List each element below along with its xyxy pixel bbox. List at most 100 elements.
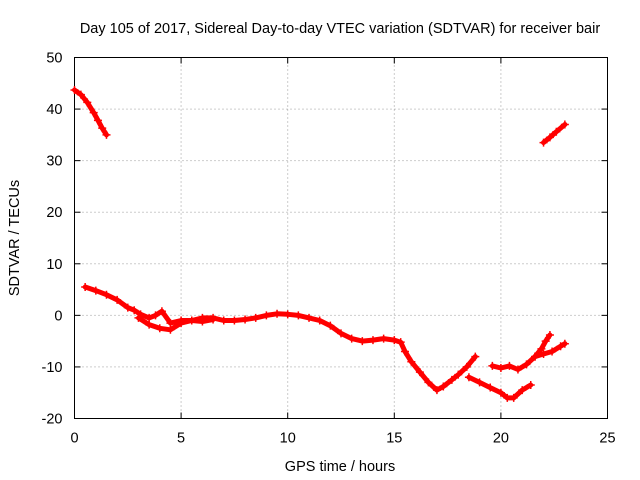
series-late-middle-segment bbox=[488, 339, 569, 374]
data-point-early-high-segment-6 bbox=[102, 130, 111, 139]
data-point-main-segment-37 bbox=[432, 386, 441, 395]
data-point-early-high-segment-0 bbox=[70, 85, 79, 94]
data-point-main-segment-36 bbox=[424, 378, 433, 387]
data-point-main-segment-9 bbox=[157, 307, 166, 316]
data-point-early-high-segment-1 bbox=[76, 90, 85, 99]
data-point-main-segment-29 bbox=[368, 336, 377, 345]
x-tick-label-2: 10 bbox=[280, 431, 296, 447]
data-point-secondary-segment-5 bbox=[187, 316, 196, 325]
x-tick-label-5: 25 bbox=[599, 431, 615, 447]
series-line-late-rising-segment bbox=[532, 332, 553, 360]
data-point-main-segment-10 bbox=[166, 319, 175, 328]
data-point-main-segment-15 bbox=[219, 316, 228, 325]
data-point-main-segment-8 bbox=[151, 311, 160, 320]
data-point-main-segment-41 bbox=[462, 362, 471, 371]
x-axis: 0 5 10 15 20 25 bbox=[70, 57, 616, 447]
data-point-late-lower-segment-1 bbox=[475, 378, 484, 387]
data-point-main-segment-31 bbox=[390, 336, 399, 345]
data-point-main-segment-4 bbox=[123, 303, 132, 312]
data-point-main-segment-30 bbox=[379, 334, 388, 343]
data-point-main-segment-39 bbox=[447, 375, 456, 384]
data-point-secondary-segment-7 bbox=[209, 315, 218, 324]
series-line-main-segment bbox=[82, 284, 478, 393]
data-point-late-middle-segment-3 bbox=[513, 365, 522, 374]
data-point-main-segment-40 bbox=[454, 370, 463, 379]
chart-title: Day 105 of 2017, Sidereal Day-to-day VTE… bbox=[80, 21, 601, 37]
series-line-late-middle-segment bbox=[489, 341, 568, 372]
data-point-late-lower-segment-7 bbox=[526, 380, 535, 389]
data-point-secondary-segment-2 bbox=[155, 324, 164, 333]
data-point-late-middle-segment-8 bbox=[556, 342, 565, 351]
data-point-late-rising-segment-0 bbox=[531, 352, 540, 361]
series-line-late-lower-segment bbox=[466, 374, 534, 401]
data-point-main-segment-3 bbox=[113, 295, 122, 304]
data-point-early-high-segment-3 bbox=[89, 108, 98, 117]
y-tick-label-2: 0 bbox=[54, 308, 62, 324]
data-point-late-lower-segment-0 bbox=[464, 373, 473, 382]
x-tick-label-1: 5 bbox=[177, 431, 185, 447]
data-point-main-segment-22 bbox=[294, 311, 303, 320]
data-point-main-segment-18 bbox=[251, 313, 260, 322]
data-point-main-segment-16 bbox=[230, 316, 239, 325]
data-point-secondary-segment-1 bbox=[145, 320, 154, 329]
y-axis-label: SDTVAR / TECUs bbox=[7, 180, 23, 296]
x-tick-label-4: 20 bbox=[493, 431, 509, 447]
data-point-main-segment-38 bbox=[439, 382, 448, 391]
y-tick-label-0: -20 bbox=[42, 412, 63, 428]
data-point-main-segment-25 bbox=[326, 321, 335, 330]
data-point-main-segment-17 bbox=[241, 315, 250, 324]
x-axis-label: GPS time / hours bbox=[285, 459, 395, 475]
data-point-late-lower-segment-2 bbox=[486, 383, 495, 392]
y-tick-label-5: 30 bbox=[46, 154, 62, 170]
data-point-main-segment-23 bbox=[305, 313, 314, 322]
data-point-late-lower-segment-6 bbox=[518, 386, 527, 395]
data-point-main-segment-1 bbox=[91, 286, 100, 295]
data-point-main-segment-21 bbox=[283, 310, 292, 319]
data-point-main-segment-20 bbox=[273, 309, 282, 318]
data-point-main-segment-19 bbox=[262, 311, 271, 320]
data-point-late-lower-segment-5 bbox=[509, 393, 518, 402]
series-early-high-segment bbox=[70, 85, 111, 139]
data-point-main-segment-26 bbox=[337, 329, 345, 338]
data-point-main-segment-27 bbox=[347, 334, 356, 343]
data-point-main-segment-5 bbox=[130, 306, 139, 315]
data-point-late-middle-segment-6 bbox=[539, 350, 548, 359]
data-point-main-segment-42 bbox=[471, 352, 480, 361]
data-point-main-segment-2 bbox=[102, 290, 111, 299]
data-point-late-middle-segment-7 bbox=[548, 347, 557, 356]
data-point-main-segment-7 bbox=[145, 313, 154, 322]
data-point-late-high-segment-0 bbox=[539, 138, 548, 147]
data-point-late-high-segment-2 bbox=[552, 127, 561, 136]
data-point-main-segment-32 bbox=[396, 338, 405, 347]
y-axis: -20 -10 0 10 20 30 40 50 bbox=[42, 51, 608, 428]
y-tick-label-4: 20 bbox=[46, 205, 62, 221]
series-secondary-segment bbox=[134, 313, 218, 334]
series-main-segment bbox=[81, 282, 480, 395]
data-point-late-high-segment-3 bbox=[560, 120, 569, 129]
data-point-secondary-segment-0 bbox=[134, 313, 143, 322]
data-point-early-high-segment-5 bbox=[98, 124, 107, 133]
data-point-main-segment-24 bbox=[315, 316, 324, 325]
data-point-late-rising-segment-2 bbox=[541, 337, 550, 346]
series-late-high-segment bbox=[539, 120, 569, 147]
x-tick-label-3: 15 bbox=[386, 431, 402, 447]
data-point-late-middle-segment-4 bbox=[522, 360, 531, 369]
y-tick-label-1: -10 bbox=[42, 360, 63, 376]
data-point-late-rising-segment-3 bbox=[545, 330, 554, 339]
data-point-secondary-segment-6 bbox=[198, 317, 207, 326]
y-tick-label-3: 10 bbox=[46, 257, 62, 273]
series-line-late-high-segment bbox=[541, 122, 568, 146]
data-point-late-middle-segment-1 bbox=[496, 363, 505, 372]
series-late-lower-segment bbox=[464, 373, 535, 402]
data-point-late-lower-segment-3 bbox=[496, 388, 505, 397]
data-point-main-segment-33 bbox=[400, 347, 409, 356]
plot-frame bbox=[74, 57, 608, 419]
data-point-late-middle-segment-2 bbox=[505, 361, 514, 370]
data-point-late-middle-segment-0 bbox=[488, 361, 497, 370]
series-group bbox=[70, 85, 569, 402]
y-tick-label-7: 50 bbox=[46, 51, 62, 67]
data-point-secondary-segment-4 bbox=[177, 319, 186, 328]
data-point-main-segment-34 bbox=[407, 357, 416, 366]
data-point-early-high-segment-4 bbox=[93, 116, 102, 125]
